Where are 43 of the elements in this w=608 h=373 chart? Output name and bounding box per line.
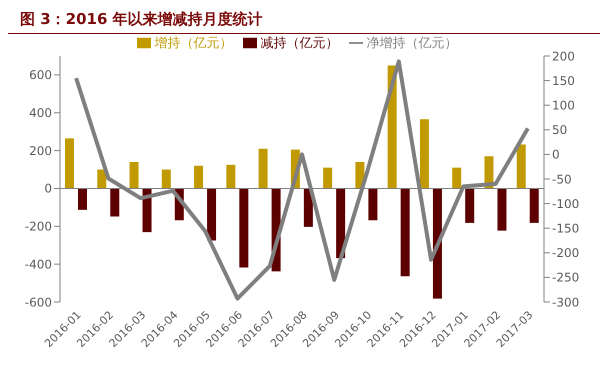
bar <box>110 188 120 216</box>
bar <box>336 188 346 258</box>
y-tick-label: 0 <box>44 182 52 196</box>
bar <box>258 148 268 188</box>
bar <box>452 168 462 188</box>
bar <box>194 166 204 188</box>
y2-tick-label: -300 <box>552 295 580 310</box>
bar <box>239 188 248 268</box>
bar <box>130 162 139 188</box>
bar <box>432 188 442 299</box>
bar <box>530 188 539 223</box>
y2-tick-label: -50 <box>552 172 572 186</box>
y-tick-label: -200 <box>24 220 52 234</box>
bar <box>420 119 429 188</box>
y-tick-label: -400 <box>24 257 52 272</box>
legend-label: 净增持（亿元） <box>366 36 458 51</box>
bar <box>497 188 506 231</box>
y2-tick-label: -200 <box>552 246 580 260</box>
bar <box>368 188 378 220</box>
y2-tick-label: -150 <box>552 221 580 236</box>
bar <box>400 188 410 276</box>
y2-tick-label: -250 <box>552 270 580 285</box>
y2-tick-label: 150 <box>552 74 575 88</box>
bar <box>162 170 171 188</box>
y2-tick-label: 0 <box>552 148 560 162</box>
legend-label: 增持（亿元） <box>154 36 232 51</box>
y-tick-label: -600 <box>24 295 52 310</box>
bar <box>226 164 236 188</box>
bar <box>516 144 526 188</box>
y2-tick-label: 200 <box>552 49 575 64</box>
bar <box>207 188 216 240</box>
bar <box>65 138 74 188</box>
bar <box>323 168 332 188</box>
y2-tick-label: 100 <box>552 98 575 112</box>
chart-title: 图 3：2016 年以来增减持月度统计 <box>8 8 600 34</box>
bar <box>465 188 474 223</box>
y-tick-label: 400 <box>29 106 52 120</box>
y2-tick-label: -100 <box>552 196 580 211</box>
y-tick-label: 600 <box>29 68 52 82</box>
y2-tick-label: 50 <box>552 123 568 138</box>
legend-label: 减持（亿元） <box>260 36 338 51</box>
y-tick-label: 200 <box>29 144 52 158</box>
bar <box>78 188 87 210</box>
